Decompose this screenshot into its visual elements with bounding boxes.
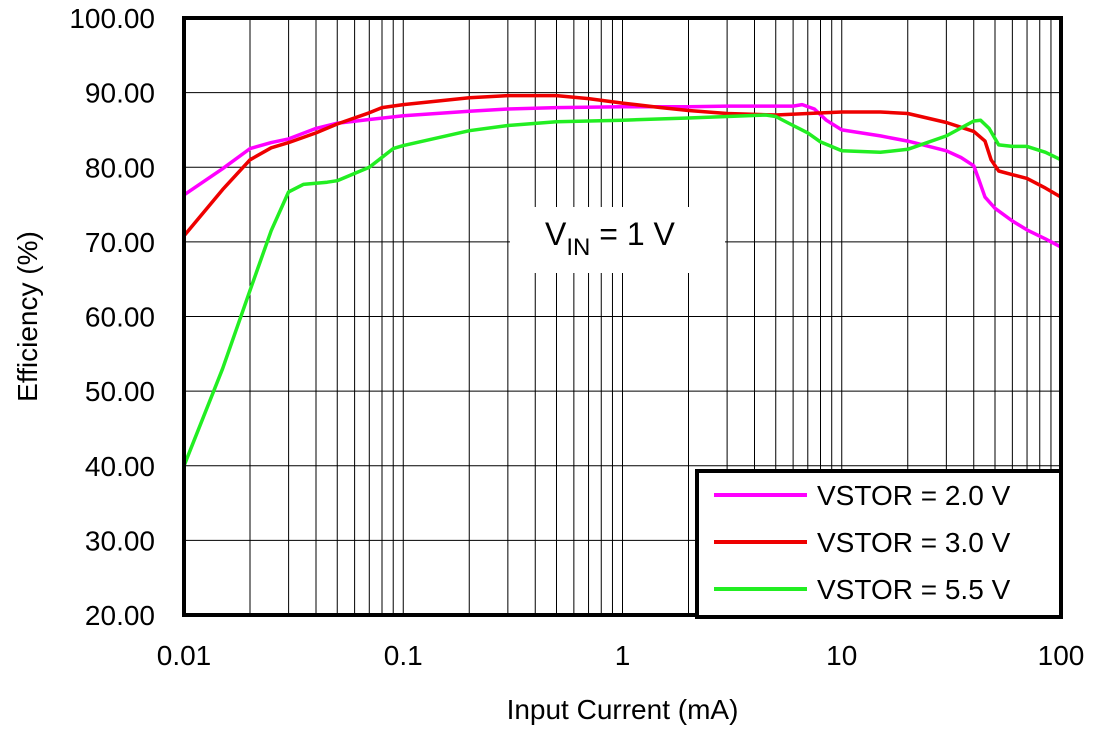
x-tick-label: 1 [615,640,631,671]
x-tick-label: 10 [826,640,857,671]
annotation-subscript: IN [566,234,590,261]
legend-label: VSTOR = 5.5 V [817,574,1011,605]
legend: VSTOR = 2.0 V VSTOR = 3.0 V VSTOR = 5.5 V [695,469,1063,619]
y-tick-label: 20.00 [85,600,155,631]
y-tick-label: 80.00 [85,152,155,183]
y-tick-label: 60.00 [85,302,155,333]
plot-frame [182,16,1063,617]
annotation-main: V [545,216,567,252]
series-line [182,113,1063,468]
y-tick-labels: 20.00 30.00 40.00 50.00 60.00 70.00 80.00 90.00… [69,3,155,631]
legend-label: VSTOR = 2.0 V [817,480,1011,511]
annotation-rest: = 1 V [590,216,675,252]
legend-label: VSTOR = 3.0 V [817,527,1011,558]
y-tick-label: 30.00 [85,525,155,556]
y-tick-label: 90.00 [85,78,155,109]
y-tick-label: 50.00 [85,376,155,407]
y-axis-label: Efficiency (%) [12,231,43,402]
x-tick-label: 0.1 [384,640,423,671]
x-tick-labels: 0.01 0.1 1 10 100 [157,640,1085,671]
x-axis-label: Input Current (mA) [507,694,739,725]
vin-annotation: VIN = 1 V [510,207,725,273]
x-tick-label: 0.01 [157,640,212,671]
y-tick-label: 100.00 [69,3,155,34]
series-line [182,93,1063,238]
annotation-text: VIN = 1 V [545,216,676,261]
y-tick-label: 40.00 [85,451,155,482]
annotation-background [510,207,725,273]
x-tick-label: 100 [1038,640,1085,671]
series-lines [182,93,1063,468]
y-tick-label: 70.00 [85,227,155,258]
series-line [182,102,1063,249]
